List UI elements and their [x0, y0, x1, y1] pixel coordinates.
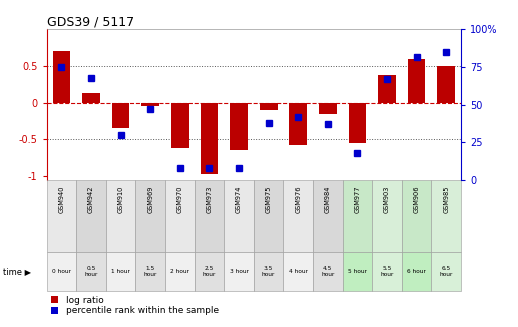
Text: 4 hour: 4 hour — [289, 269, 308, 274]
Text: 2 hour: 2 hour — [170, 269, 189, 274]
Bar — [200, 103, 218, 174]
Text: 4.5
hour: 4.5 hour — [321, 266, 335, 277]
Text: GSM973: GSM973 — [206, 186, 212, 213]
Bar — [342, 252, 372, 291]
Text: 2.5
hour: 2.5 hour — [203, 266, 216, 277]
Bar — [106, 252, 135, 291]
Bar — [47, 180, 76, 252]
Text: GSM942: GSM942 — [88, 186, 94, 213]
Bar — [47, 252, 76, 291]
Text: GDS39 / 5117: GDS39 / 5117 — [47, 15, 134, 28]
Text: GSM974: GSM974 — [236, 186, 242, 213]
Text: GSM977: GSM977 — [354, 186, 361, 213]
Bar — [283, 180, 313, 252]
Text: time ▶: time ▶ — [3, 267, 31, 276]
Bar — [141, 103, 159, 107]
Bar — [112, 103, 130, 129]
Bar — [254, 252, 283, 291]
Text: GSM940: GSM940 — [59, 186, 64, 213]
Bar — [313, 252, 342, 291]
Text: 0.5
hour: 0.5 hour — [84, 266, 98, 277]
Bar — [165, 252, 195, 291]
Bar — [290, 103, 307, 145]
Bar — [349, 103, 366, 143]
Text: 3 hour: 3 hour — [229, 269, 249, 274]
Bar — [283, 252, 313, 291]
Text: GSM910: GSM910 — [118, 186, 124, 213]
Bar — [82, 93, 100, 103]
Bar — [372, 252, 402, 291]
Text: GSM906: GSM906 — [413, 186, 420, 213]
Bar — [224, 180, 254, 252]
Bar — [254, 180, 283, 252]
Bar — [106, 180, 135, 252]
Text: GSM970: GSM970 — [177, 186, 183, 213]
Bar — [313, 180, 342, 252]
Bar — [135, 180, 165, 252]
Bar — [76, 180, 106, 252]
Bar — [76, 252, 106, 291]
Text: GSM985: GSM985 — [443, 186, 449, 213]
Bar — [171, 103, 189, 148]
Text: 1 hour: 1 hour — [111, 269, 130, 274]
Text: 6 hour: 6 hour — [407, 269, 426, 274]
Bar — [195, 180, 224, 252]
Bar — [342, 180, 372, 252]
Bar — [408, 59, 425, 103]
Legend: log ratio, percentile rank within the sample: log ratio, percentile rank within the sa… — [51, 296, 219, 315]
Bar — [431, 252, 461, 291]
Bar — [319, 103, 337, 114]
Bar — [52, 51, 70, 103]
Text: 1.5
hour: 1.5 hour — [143, 266, 157, 277]
Text: GSM903: GSM903 — [384, 186, 390, 213]
Text: GSM975: GSM975 — [266, 186, 271, 213]
Bar — [195, 252, 224, 291]
Bar — [165, 180, 195, 252]
Bar — [135, 252, 165, 291]
Bar — [230, 103, 248, 150]
Text: 5 hour: 5 hour — [348, 269, 367, 274]
Bar — [402, 252, 431, 291]
Bar — [224, 252, 254, 291]
Text: 3.5
hour: 3.5 hour — [262, 266, 275, 277]
Bar — [260, 103, 278, 110]
Text: 5.5
hour: 5.5 hour — [380, 266, 394, 277]
Bar — [378, 75, 396, 103]
Text: 0 hour: 0 hour — [52, 269, 71, 274]
Text: GSM969: GSM969 — [147, 186, 153, 213]
Bar — [402, 180, 431, 252]
Bar — [372, 180, 402, 252]
Text: 6.5
hour: 6.5 hour — [440, 266, 453, 277]
Text: GSM984: GSM984 — [325, 186, 331, 213]
Bar — [431, 180, 461, 252]
Bar — [437, 66, 455, 103]
Text: GSM976: GSM976 — [295, 186, 301, 213]
